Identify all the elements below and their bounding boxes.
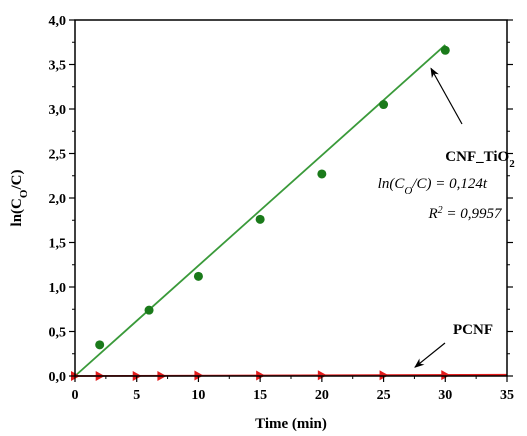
y-tick-label: 1,0: [49, 281, 67, 296]
y-tick-label: 3,5: [49, 59, 67, 74]
label-cnf-tio2: CNF_TiO2: [445, 149, 515, 170]
label-cnf-tio2-subscript: 2: [509, 158, 515, 170]
x-tick-label: 5: [133, 388, 140, 403]
fit-r-squared-post: = 0,9957: [443, 206, 503, 222]
data-point-cnf-tio2: [317, 169, 327, 179]
arrow-pcnf: [414, 342, 446, 368]
data-point-cnf-tio2: [255, 214, 265, 224]
y-tick-label: 2,5: [49, 148, 67, 163]
x-tick-label: 15: [253, 388, 267, 403]
y-axis-title-prefix: ln(C: [9, 198, 25, 226]
y-tick-label: 3,0: [49, 103, 67, 118]
x-tick-label: 35: [500, 388, 514, 403]
fit-equation-post: /C) = 0,124t: [411, 176, 488, 192]
label-cnf-tio2-main: CNF_TiO: [445, 149, 509, 165]
plot-frame: [74, 19, 508, 377]
y-tick-label: 0,0: [49, 370, 67, 385]
x-tick-label: 25: [377, 388, 391, 403]
y-axis-title-subscript: O: [18, 189, 30, 198]
y-tick-label: 2,0: [49, 192, 67, 207]
y-axis-title-suffix: /C): [9, 170, 25, 191]
y-tick-label: 1,5: [49, 237, 67, 252]
fit-r-squared-superscript: 2: [438, 205, 443, 216]
x-axis-title: Time (min): [255, 416, 327, 432]
fit-r-squared: R2 = 0,9957: [427, 205, 503, 223]
label-pcnf: PCNF: [453, 322, 493, 338]
y-tick-label: 4,0: [49, 14, 67, 29]
data-point-cnf-tio2: [193, 271, 203, 281]
arrow-cnf-tio2: [430, 67, 463, 125]
fit-r-squared-pre: R: [427, 206, 437, 222]
x-tick-label: 0: [72, 388, 79, 403]
data-point-cnf-tio2: [379, 100, 389, 110]
fit-equation-subscript: O: [404, 185, 412, 197]
x-tick-label: 10: [191, 388, 205, 403]
axes: 0,0 0,5 1,0 1,5 2,0 2,5 3,0 3,5 4,0 0 5 10 15 20 25 30 3…: [9, 14, 514, 432]
data-point-cnf-tio2: [144, 305, 154, 315]
fit-equation: ln(CO/C) = 0,124t: [378, 176, 488, 197]
fit-line-cnf-tio2: [74, 44, 446, 377]
fit-equation-pre: ln(C: [378, 176, 406, 192]
data-point-pcnf: [441, 370, 451, 381]
x-tick-label: 20: [315, 388, 329, 403]
data-point-cnf-tio2: [440, 45, 450, 55]
y-tick-label: 0,5: [49, 326, 67, 341]
data-point-cnf-tio2: [95, 340, 105, 350]
y-axis-title: ln(CO/C): [9, 170, 30, 227]
x-tick-label: 30: [438, 388, 452, 403]
